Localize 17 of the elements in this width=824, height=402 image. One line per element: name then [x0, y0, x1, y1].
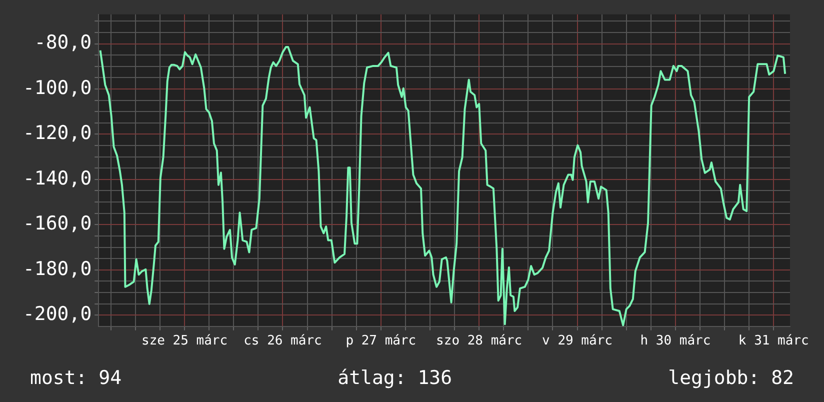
x-tick-label: v 29 márc — [542, 334, 612, 349]
x-tick-label: h 30 márc — [640, 334, 711, 349]
text: átlag: 136 — [338, 367, 452, 389]
x-tick-label: sze 25 márc — [141, 334, 228, 349]
text: most: 94 — [30, 367, 122, 389]
x-tick-label: cs 26 márc — [244, 334, 322, 349]
y-tick-label: -80,0 — [34, 32, 92, 54]
x-tick-label: p 27 márc — [346, 334, 416, 349]
y-tick-label: -180,0 — [22, 258, 92, 280]
x-tick-label: szo 28 márc — [436, 334, 522, 349]
x-tick-label: k 31 márc — [738, 334, 809, 349]
text: legjobb: 82 — [668, 367, 794, 389]
y-tick-label: -160,0 — [22, 212, 92, 235]
y-tick-label: -120,0 — [22, 122, 92, 144]
y-tick-label: -200,0 — [22, 303, 92, 326]
y-tick-label: -140,0 — [22, 167, 92, 190]
y-tick-label: -100,0 — [22, 76, 92, 99]
